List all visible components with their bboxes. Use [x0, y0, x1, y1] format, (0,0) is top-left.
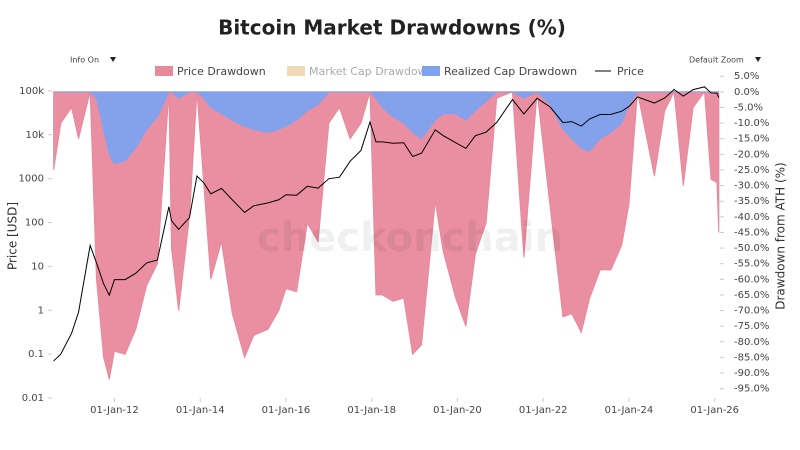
dropdown-icon[interactable] [755, 57, 761, 62]
y2-tick-label: -20.0% [734, 149, 769, 160]
legend-item[interactable]: Realized Cap Drawdown [422, 65, 577, 78]
info-label[interactable]: Info On [70, 56, 99, 65]
y2-tick-label: -55.0% [734, 259, 769, 270]
y2-tick-label: -60.0% [734, 274, 769, 285]
y-tick-label: 100 [25, 218, 44, 229]
legend-label: Price [617, 65, 644, 78]
y2-tick-label: -10.0% [734, 118, 769, 129]
legend-label: Price Drawdown [177, 65, 266, 78]
x-tick-label: 01-Jan-26 [690, 405, 739, 416]
legend-label: Market Cap Drawdown [309, 65, 434, 78]
y2-tick-label: -65.0% [734, 290, 769, 301]
y2-tick-label: -90.0% [734, 368, 769, 379]
y2-tick-label: 5.0% [734, 71, 759, 82]
y2-tick-label: -35.0% [734, 196, 769, 207]
legend-label: Realized Cap Drawdown [444, 65, 577, 78]
y2-tick-label: -50.0% [734, 243, 769, 254]
y2-tick-label: -95.0% [734, 384, 769, 395]
y2-tick-label: -30.0% [734, 181, 769, 192]
y-tick-label: 0.01 [22, 393, 44, 404]
y2-tick-label: -15.0% [734, 134, 769, 145]
x-tick-label: 01-Jan-18 [347, 405, 396, 416]
y-tick-label: 1 [38, 305, 44, 316]
y-tick-label: 10 [31, 261, 44, 272]
y2-axis-title: Drawdown from ATH (%) [774, 162, 788, 310]
plot-area [53, 86, 720, 380]
legend-item[interactable]: Price [595, 65, 644, 78]
legend-swatch [155, 66, 173, 76]
area [53, 90, 720, 380]
legend-swatch [287, 66, 305, 76]
zoom-label[interactable]: Default Zoom [689, 56, 744, 65]
y2-tick-label: -45.0% [734, 227, 769, 238]
y2-tick-label: -75.0% [734, 321, 769, 332]
y2-tick-label: -70.0% [734, 306, 769, 317]
legend-swatch [422, 66, 440, 76]
y2-tick-label: -40.0% [734, 212, 769, 223]
chart-title: Bitcoin Market Drawdowns (%) [218, 16, 566, 40]
y2-tick-label: -5.0% [734, 102, 763, 113]
watermark: checkonchain [257, 215, 563, 261]
legend-item[interactable]: Market Cap Drawdown [287, 65, 434, 78]
x-tick-label: 01-Jan-12 [90, 405, 139, 416]
x-tick-label: 01-Jan-16 [262, 405, 311, 416]
y2-tick-label: 0.0% [734, 87, 759, 98]
y-tick-label: 10k [25, 130, 44, 141]
y2-tick-label: -25.0% [734, 165, 769, 176]
y2-tick-label: -85.0% [734, 352, 769, 363]
x-tick-label: 01-Jan-22 [519, 405, 568, 416]
x-tick-label: 01-Jan-20 [433, 405, 482, 416]
info-button[interactable]: Info On [70, 56, 116, 65]
x-tick-label: 01-Jan-24 [605, 405, 654, 416]
y-tick-label: 0.1 [28, 349, 44, 360]
y-axis-title: Price [USD] [6, 202, 20, 270]
legend-item[interactable]: Price Drawdown [155, 65, 266, 78]
dropdown-icon[interactable] [110, 57, 116, 62]
price-line [53, 86, 720, 362]
y-tick-label: 100k [19, 86, 44, 97]
zoom-button[interactable]: Default Zoom [689, 56, 761, 65]
y-tick-label: 1000 [19, 174, 44, 185]
x-tick-label: 01-Jan-14 [176, 405, 225, 416]
area [53, 91, 719, 165]
y2-tick-label: -80.0% [734, 337, 769, 348]
